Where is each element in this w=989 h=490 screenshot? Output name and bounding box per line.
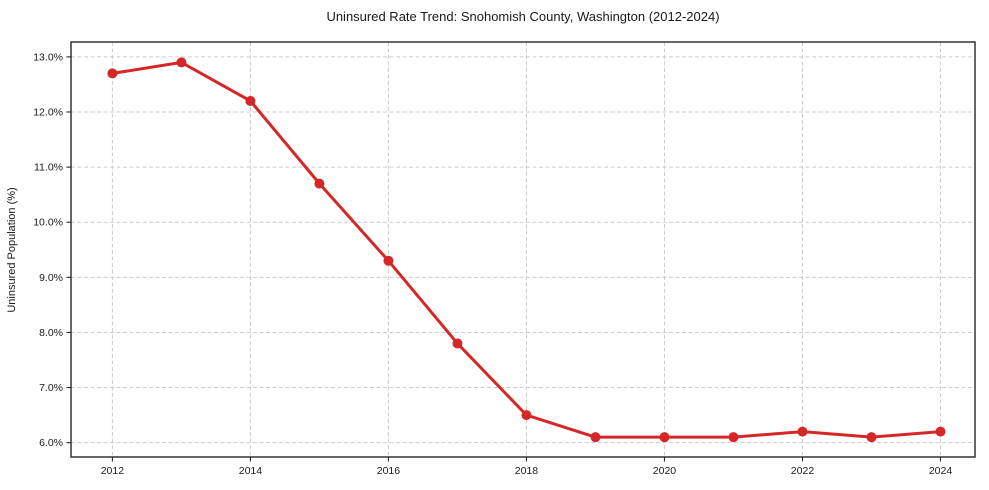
y-axis-label: Uninsured Population (%) (6, 187, 18, 312)
x-tick-label: 2014 (239, 465, 263, 477)
data-point-marker (314, 178, 325, 189)
chart-title: Uninsured Rate Trend: Snohomish County, … (326, 9, 719, 24)
x-tick-label: 2016 (377, 465, 401, 477)
axes: 2012 2014 2016 2018 2020 2022 2024 6.0% 7.0% 8.0%… (33, 51, 952, 477)
x-tick-label: 2024 (929, 465, 953, 477)
y-tick-label: 7.0% (39, 382, 63, 394)
y-tick-label: 9.0% (39, 272, 63, 284)
data-point-marker (383, 255, 394, 266)
y-tick-label: 11.0% (34, 162, 63, 174)
y-tick-label: 13.0% (33, 51, 63, 63)
data-point-marker (797, 426, 808, 437)
data-point-marker (728, 432, 739, 443)
x-tick-label: 2012 (101, 465, 125, 477)
data-point-marker (521, 410, 532, 421)
y-tick-label: 12.0% (33, 106, 63, 118)
data-point-marker (590, 432, 601, 443)
data-point-marker (245, 95, 256, 106)
plot-border (70, 41, 976, 458)
data-point-marker (107, 68, 118, 79)
y-tick-label: 6.0% (39, 437, 63, 449)
data-point-marker (176, 57, 187, 68)
data-series (107, 57, 946, 443)
data-point-marker (452, 338, 463, 349)
x-tick-label: 2020 (653, 465, 677, 477)
data-point-marker (935, 426, 946, 437)
y-tick-label: 10.0% (33, 217, 63, 229)
x-tick-label: 2022 (791, 465, 815, 477)
data-point-marker (659, 432, 670, 443)
x-tick-label: 2018 (515, 465, 539, 477)
gridlines (71, 42, 975, 457)
y-tick-label: 8.0% (39, 327, 63, 339)
data-point-marker (866, 432, 877, 443)
